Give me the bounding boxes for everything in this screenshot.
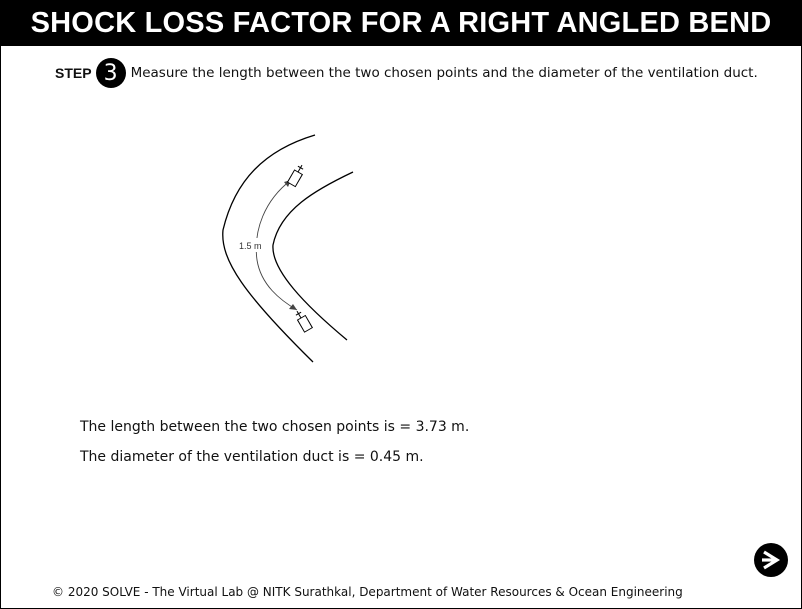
step-number-badge: 3: [95, 58, 126, 88]
sensor-bottom-icon: [295, 310, 314, 333]
page-title: SHOCK LOSS FACTOR FOR A RIGHT ANGLED BEN…: [0, 0, 802, 46]
length-result: The length between the two chosen points…: [80, 419, 470, 435]
sensor-top-icon: [286, 164, 304, 188]
step-text: Measure the length between the two chose…: [130, 65, 758, 81]
arrow-right-icon: [762, 550, 781, 570]
measurement-label: 1.5 m: [239, 241, 262, 251]
duct-inner-wall: [272, 171, 354, 341]
measurement-arc: [255, 179, 298, 311]
duct-bend-diagram: 1.5 m: [222, 134, 354, 363]
arc-arrowhead-bottom: [289, 304, 297, 310]
step-label: STEP: [55, 65, 92, 81]
diameter-result: The diameter of the ventilation duct is …: [80, 449, 424, 465]
footer-copyright: © 2020 SOLVE - The Virtual Lab @ NITK Su…: [52, 585, 683, 599]
step-instruction: STEP 3 Measure the length between the tw…: [55, 58, 758, 88]
next-button[interactable]: [754, 543, 788, 577]
duct-outer-wall: [222, 134, 316, 363]
